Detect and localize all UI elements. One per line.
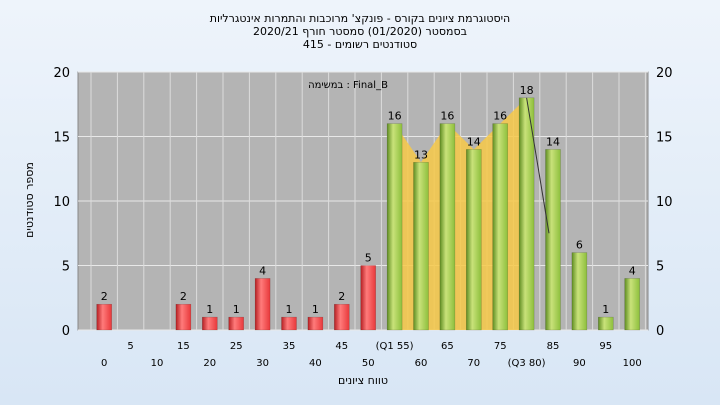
histogram-bar <box>254 278 271 331</box>
chart-title-line-2: בסמסטר (01/2020) סמסטר חורף 2020/21 <box>253 25 467 38</box>
histogram-bar <box>571 252 588 331</box>
x-tick-label: 40 <box>309 358 322 369</box>
x-tick-label: 95 <box>599 341 612 352</box>
histogram-bar <box>228 316 244 331</box>
x-tick-label: 90 <box>573 358 586 369</box>
histogram-bar <box>466 149 482 331</box>
histogram-bar <box>413 162 429 331</box>
data-label: 6 <box>576 239 583 252</box>
x-tick-label: 10 <box>151 358 164 369</box>
histogram-bar <box>386 123 403 331</box>
data-label: 16 <box>388 110 402 123</box>
histogram-bar <box>307 316 324 331</box>
x-tick-label: 35 <box>283 341 296 352</box>
x-tick-label: 45 <box>335 341 348 352</box>
data-label: 13 <box>414 148 428 161</box>
x-tick-label: 85 <box>547 341 560 352</box>
x-axis-title: טווח ציונים <box>338 374 388 387</box>
data-label: 5 <box>365 252 372 265</box>
y-tick-label-right: 0 <box>656 324 664 339</box>
data-label: 14 <box>467 135 481 148</box>
data-label: 14 <box>546 135 560 148</box>
trend-line <box>526 97 550 234</box>
chart-title-line-1: היסטוגרמת ציונים בקורס - פונקצ' מרוכבות … <box>210 12 511 25</box>
x-tick-label: 50 <box>362 358 375 369</box>
histogram-bar <box>96 303 112 331</box>
histogram-bar <box>439 123 456 331</box>
y-tick-label-left: 5 <box>62 260 70 275</box>
task-annotation: במשימה : Final_B <box>308 80 388 91</box>
x-tick-label: 25 <box>230 341 243 352</box>
bars <box>96 97 640 331</box>
data-label: 1 <box>602 303 609 316</box>
data-label: 1 <box>233 303 240 316</box>
x-tick-label: 20 <box>203 358 216 369</box>
data-label: 1 <box>312 303 319 316</box>
y-tick-label-right: 15 <box>656 131 673 146</box>
histogram-bar <box>360 265 376 331</box>
histogram-bar <box>624 278 640 331</box>
data-label: 18 <box>520 84 534 97</box>
y-tick-label-left: 10 <box>53 195 70 210</box>
x-tick-label: 65 <box>441 341 454 352</box>
y-tick-label-right: 10 <box>656 195 673 210</box>
x-tick-label: (Q1 55) <box>376 341 414 352</box>
y-axis-title: מספר סטודנטים <box>23 162 36 238</box>
x-tick-label: 75 <box>494 341 507 352</box>
histogram-bar <box>598 316 614 331</box>
histogram-bar <box>334 303 350 331</box>
data-label: 4 <box>259 264 266 277</box>
data-label: 16 <box>440 110 454 123</box>
data-label: 1 <box>286 303 293 316</box>
data-label: 4 <box>629 264 636 277</box>
data-label: 16 <box>493 110 507 123</box>
y-tick-label-right: 20 <box>656 66 673 81</box>
x-tick-label: 30 <box>256 358 269 369</box>
histogram-bar <box>202 316 218 331</box>
data-label: 2 <box>101 290 108 303</box>
data-label: 2 <box>338 290 345 303</box>
histogram-bar <box>281 316 297 331</box>
x-tick-label: 5 <box>127 341 133 352</box>
x-tick-label: 60 <box>415 358 428 369</box>
x-tick-label: 100 <box>623 358 642 369</box>
x-tick-label: (Q3 80) <box>508 358 546 369</box>
histogram-bar <box>492 123 508 331</box>
chart-title-line-3: סטודנטים רשומים - 415 <box>303 38 417 51</box>
x-axis-ticks: 0 5 10 15 20 25 30 35 40 45 50(Q1 55)60 65 70 75(Q3 8… <box>101 341 642 369</box>
data-label: 1 <box>206 303 213 316</box>
histogram-bar <box>175 303 192 331</box>
y-tick-label-right: 5 <box>656 260 664 275</box>
y-tick-label-left: 20 <box>53 66 70 81</box>
x-tick-label: 0 <box>101 358 107 369</box>
x-tick-label: 70 <box>467 358 480 369</box>
histogram-bar <box>545 149 561 331</box>
y-tick-label-left: 15 <box>53 131 70 146</box>
data-label: 2 <box>180 290 187 303</box>
histogram-bar <box>518 97 535 331</box>
x-tick-label: 15 <box>177 341 190 352</box>
y-tick-label-left: 0 <box>62 324 70 339</box>
